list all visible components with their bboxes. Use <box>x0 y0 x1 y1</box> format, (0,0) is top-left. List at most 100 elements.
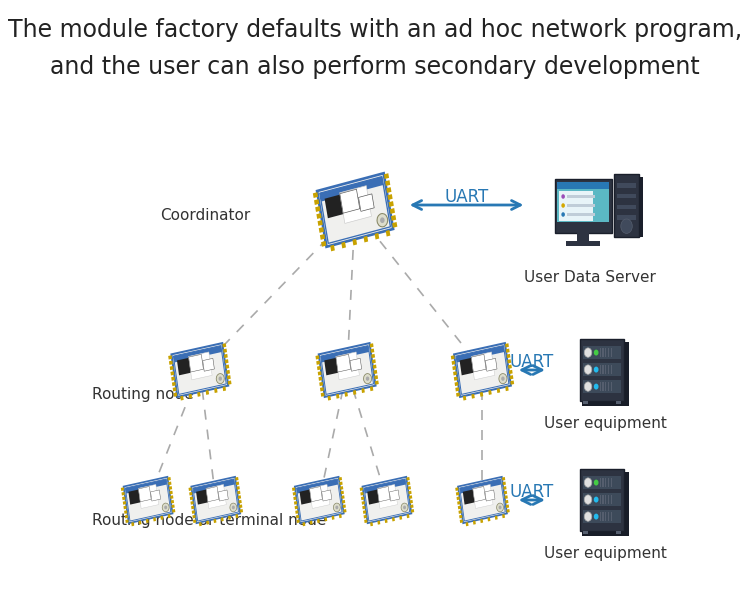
Bar <box>224 354 228 358</box>
Text: UART: UART <box>510 483 554 501</box>
Bar <box>317 220 322 226</box>
Bar <box>310 486 322 502</box>
Bar <box>386 187 392 193</box>
Bar <box>457 497 460 500</box>
Bar <box>171 500 174 504</box>
Bar <box>624 472 629 533</box>
Circle shape <box>561 212 565 217</box>
Bar <box>385 180 390 186</box>
Bar <box>391 215 396 221</box>
Bar <box>341 495 344 499</box>
Bar <box>214 519 217 523</box>
Bar <box>584 363 620 376</box>
Bar <box>122 492 124 495</box>
Bar <box>321 346 369 362</box>
Bar <box>131 522 134 527</box>
Bar <box>169 486 172 490</box>
Bar <box>325 194 344 218</box>
Bar <box>453 371 457 376</box>
Bar <box>192 510 195 514</box>
Bar <box>202 358 214 371</box>
Bar <box>172 382 176 386</box>
Bar <box>224 349 227 353</box>
Bar <box>566 241 601 246</box>
Bar <box>173 346 222 362</box>
Bar <box>340 189 360 213</box>
Bar <box>377 486 390 502</box>
Bar <box>328 396 331 401</box>
Bar <box>320 177 391 243</box>
Bar <box>236 486 240 490</box>
Bar <box>471 352 495 380</box>
Bar <box>344 509 346 513</box>
Bar <box>320 234 326 240</box>
Bar <box>364 479 410 521</box>
Bar <box>296 510 298 514</box>
Circle shape <box>162 503 170 512</box>
Bar <box>146 519 148 523</box>
Bar <box>506 349 510 353</box>
Text: and the user can also perform secondary development: and the user can also perform secondary … <box>50 55 700 79</box>
Bar <box>456 346 509 394</box>
Bar <box>639 177 644 237</box>
Bar <box>341 242 346 249</box>
Bar <box>389 490 400 501</box>
Bar <box>189 492 193 495</box>
Bar <box>363 510 366 514</box>
Bar <box>316 355 320 359</box>
Bar <box>123 501 126 505</box>
Circle shape <box>594 480 598 486</box>
Bar <box>456 346 505 362</box>
Bar <box>321 392 325 397</box>
Bar <box>374 233 380 240</box>
Bar <box>339 514 342 518</box>
Bar <box>352 239 357 246</box>
Bar <box>616 401 621 404</box>
Bar <box>388 194 393 200</box>
Bar <box>471 394 475 399</box>
Bar <box>505 495 508 499</box>
Circle shape <box>594 383 598 389</box>
Bar <box>472 485 493 509</box>
Bar <box>456 492 459 495</box>
Bar <box>139 486 152 502</box>
Bar <box>223 386 226 391</box>
Bar <box>172 343 228 397</box>
Bar <box>170 366 173 370</box>
Bar <box>362 477 412 523</box>
Bar <box>191 506 194 509</box>
Bar <box>368 489 380 504</box>
Bar <box>554 179 612 232</box>
Circle shape <box>594 350 598 356</box>
Circle shape <box>621 219 632 234</box>
Bar <box>506 354 511 358</box>
Bar <box>296 479 342 521</box>
Bar <box>456 392 460 397</box>
Bar <box>460 479 506 521</box>
Bar <box>458 506 461 509</box>
Bar <box>296 519 300 523</box>
Bar <box>310 485 330 509</box>
Circle shape <box>584 365 592 374</box>
Circle shape <box>584 348 592 357</box>
Bar <box>370 522 373 527</box>
Bar <box>374 375 378 379</box>
Bar <box>190 497 194 500</box>
Bar <box>466 522 469 527</box>
Bar <box>602 382 604 391</box>
Bar <box>295 477 344 523</box>
Circle shape <box>216 374 224 384</box>
Bar <box>336 352 359 380</box>
Bar <box>411 509 414 513</box>
Bar <box>125 479 167 494</box>
Bar <box>228 516 231 520</box>
Bar <box>614 174 639 237</box>
Text: The module factory defaults with an ad hoc network program,: The module factory defaults with an ad h… <box>8 18 742 42</box>
Bar <box>336 394 340 399</box>
Bar <box>171 504 175 508</box>
Bar <box>392 222 398 228</box>
Circle shape <box>501 377 505 381</box>
Bar <box>172 387 176 391</box>
Bar <box>353 390 356 395</box>
Circle shape <box>232 506 235 509</box>
